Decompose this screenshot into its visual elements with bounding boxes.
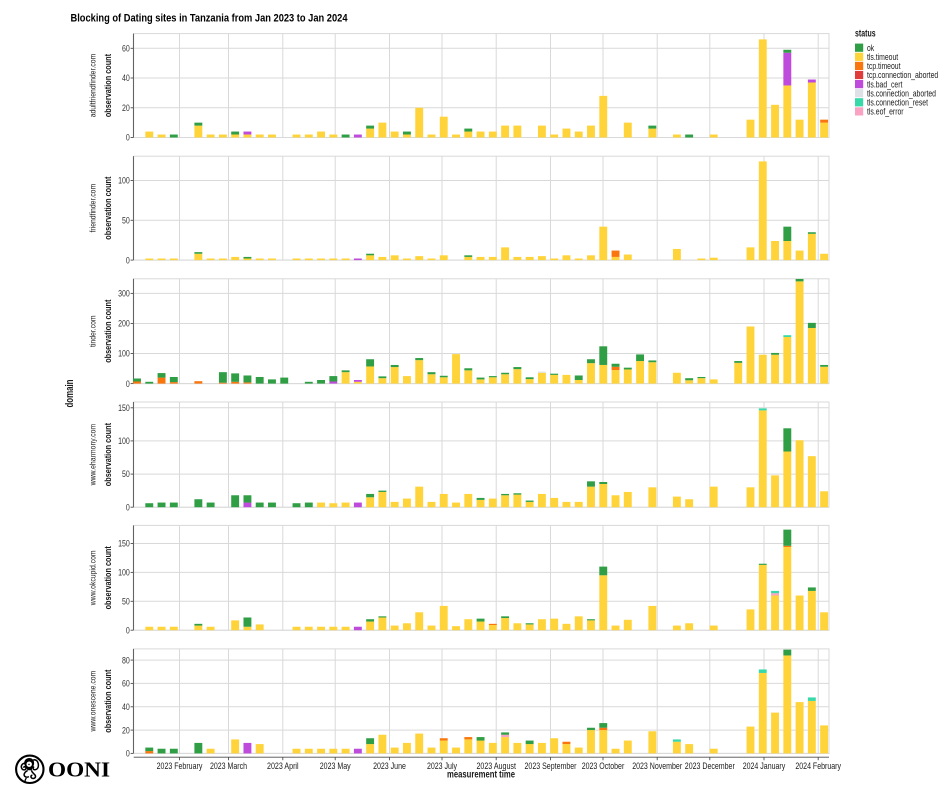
svg-text:2023 September: 2023 September — [525, 761, 577, 772]
svg-text:www.onescene.com: www.onescene.com — [89, 670, 98, 732]
svg-text:observation count: observation count — [103, 53, 114, 117]
svg-text:0: 0 — [126, 255, 130, 265]
svg-text:measurement time: measurement time — [447, 769, 515, 781]
svg-text:friendfinder.com: friendfinder.com — [89, 184, 98, 233]
svg-text:2023 March: 2023 March — [210, 761, 247, 772]
svg-text:50: 50 — [122, 216, 130, 226]
svg-text:40: 40 — [122, 73, 130, 83]
svg-text:60: 60 — [122, 679, 130, 689]
svg-text:100: 100 — [118, 176, 130, 186]
svg-text:2023 November: 2023 November — [632, 761, 682, 772]
svg-text:0: 0 — [126, 379, 130, 389]
svg-text:tcp.connection_aborted: tcp.connection_aborted — [867, 70, 938, 80]
svg-text:domain: domain — [64, 379, 76, 407]
svg-text:tls.eof_error: tls.eof_error — [867, 107, 904, 117]
svg-text:150: 150 — [118, 539, 130, 549]
svg-text:OONI: OONI — [48, 758, 110, 782]
svg-text:observation count: observation count — [103, 299, 114, 363]
svg-text:20: 20 — [122, 103, 130, 113]
svg-text:tls.bad_cert: tls.bad_cert — [867, 79, 903, 89]
svg-text:observation count: observation count — [103, 422, 114, 486]
svg-text:tinder.com: tinder.com — [89, 315, 98, 347]
svg-text:40: 40 — [122, 702, 130, 712]
svg-text:60: 60 — [122, 44, 130, 54]
svg-text:2023 April: 2023 April — [267, 761, 299, 772]
svg-text:300: 300 — [118, 289, 130, 299]
svg-text:2023 February: 2023 February — [157, 761, 203, 772]
svg-text:100: 100 — [118, 349, 130, 359]
svg-text:2023 December: 2023 December — [685, 761, 735, 772]
svg-text:20: 20 — [122, 725, 130, 735]
svg-text:80: 80 — [122, 655, 130, 665]
svg-text:observation count: observation count — [103, 669, 114, 733]
svg-text:100: 100 — [118, 568, 130, 578]
svg-text:tcp.timeout: tcp.timeout — [867, 61, 901, 71]
svg-text:www.eharmony.com: www.eharmony.com — [89, 424, 98, 487]
svg-text:adultfriendfinder.com: adultfriendfinder.com — [89, 54, 98, 118]
svg-text:2023 October: 2023 October — [582, 761, 625, 772]
svg-text:www.okcupid.com: www.okcupid.com — [89, 550, 98, 606]
svg-text:50: 50 — [122, 597, 130, 607]
svg-text:Blocking of Dating sites in Ta: Blocking of Dating sites in Tanzania fro… — [71, 13, 349, 25]
svg-text:150: 150 — [118, 403, 130, 413]
svg-text:0: 0 — [126, 502, 130, 512]
svg-text:2023 July: 2023 July — [427, 761, 457, 772]
svg-text:100: 100 — [118, 436, 130, 446]
svg-text:2023 June: 2023 June — [373, 761, 406, 772]
svg-text:status: status — [855, 29, 876, 40]
svg-text:0: 0 — [126, 749, 130, 759]
svg-text:0: 0 — [126, 133, 130, 143]
svg-text:observation count: observation count — [103, 546, 114, 610]
svg-text:tls.connection_aborted: tls.connection_aborted — [867, 88, 936, 98]
svg-text:0: 0 — [126, 625, 130, 635]
svg-text:2023 May: 2023 May — [320, 761, 351, 772]
svg-text:observation count: observation count — [103, 176, 114, 240]
svg-text:200: 200 — [118, 319, 130, 329]
svg-text:tls.timeout: tls.timeout — [867, 52, 899, 62]
svg-text:2024 February: 2024 February — [795, 761, 841, 772]
svg-text:2023 August: 2023 August — [476, 761, 516, 772]
svg-text:2024 January: 2024 January — [743, 761, 786, 772]
svg-text:tls.connection_reset: tls.connection_reset — [867, 98, 928, 108]
svg-text:50: 50 — [122, 469, 130, 479]
svg-text:ok: ok — [867, 43, 874, 53]
